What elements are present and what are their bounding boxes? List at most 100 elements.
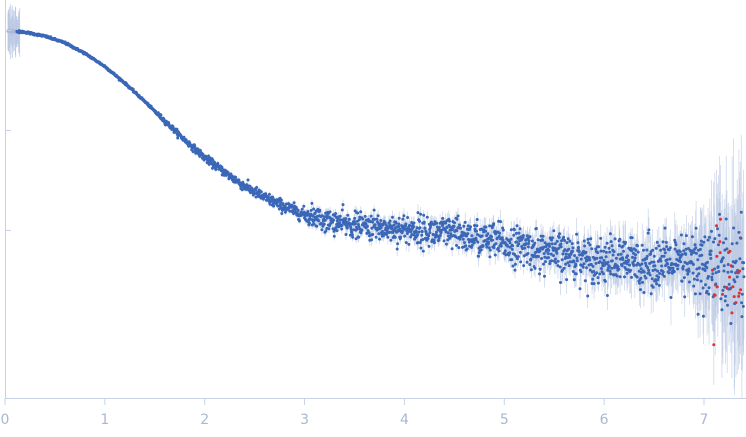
data-point (613, 237, 617, 241)
data-point (735, 275, 739, 279)
data-point (640, 262, 644, 266)
data-point (684, 247, 688, 251)
data-point (650, 260, 654, 264)
data-point (558, 232, 561, 236)
data-point (602, 249, 606, 253)
data-point (665, 258, 669, 262)
data-point (668, 257, 672, 261)
data-point (551, 236, 554, 240)
data-point (579, 257, 583, 261)
data-point (509, 228, 513, 232)
data-point (678, 250, 682, 254)
data-point (612, 250, 616, 254)
data-point (588, 268, 592, 272)
data-point (695, 278, 699, 282)
data-point (439, 231, 443, 235)
outlier-point (728, 249, 732, 253)
data-point (428, 231, 432, 234)
data-point (514, 231, 518, 235)
x-tick-label: 1 (100, 412, 109, 428)
data-point (739, 236, 743, 240)
data-point (397, 222, 401, 226)
data-point (690, 235, 694, 239)
data-point (729, 286, 733, 290)
data-point (552, 254, 555, 258)
data-point (162, 117, 166, 121)
data-point (361, 217, 365, 221)
data-point (470, 243, 474, 247)
data-point (626, 254, 629, 258)
data-point (726, 270, 730, 274)
data-point (207, 162, 211, 166)
data-point (356, 223, 360, 226)
data-point (423, 226, 427, 230)
data-point (592, 282, 596, 286)
data-point (259, 190, 263, 194)
data-point (702, 240, 706, 244)
data-point (663, 251, 667, 255)
data-point (515, 224, 519, 228)
data-point (427, 234, 431, 238)
data-point (594, 261, 598, 265)
data-point (634, 253, 637, 257)
data-point (575, 259, 579, 263)
outlier-point (732, 295, 736, 299)
data-point (446, 238, 450, 242)
data-point (704, 283, 707, 287)
data-point (681, 267, 685, 271)
data-point (694, 251, 698, 255)
data-point (737, 230, 741, 234)
data-point (365, 231, 369, 235)
data-point (637, 269, 641, 273)
data-point (317, 219, 321, 223)
x-tick-label: 0 (1, 412, 10, 428)
data-point (379, 226, 383, 229)
data-point (729, 322, 733, 325)
data-point (622, 249, 625, 253)
data-point (599, 249, 603, 253)
data-point (465, 247, 469, 251)
data-point (709, 249, 713, 253)
data-point (610, 266, 614, 270)
data-point (559, 242, 563, 246)
data-point (592, 270, 596, 273)
data-point (623, 275, 626, 279)
data-point (692, 251, 696, 254)
data-point (556, 259, 560, 263)
data-point (499, 244, 503, 248)
data-point (415, 226, 419, 230)
outlier-point (737, 291, 741, 295)
data-point (370, 238, 373, 242)
data-point (518, 250, 522, 254)
data-point (448, 236, 452, 240)
data-point (479, 248, 483, 252)
data-point (589, 237, 593, 241)
data-point (651, 269, 655, 272)
data-point (481, 244, 485, 248)
data-point (279, 198, 283, 202)
data-point (322, 222, 326, 226)
data-point (264, 192, 268, 196)
data-point (352, 219, 356, 223)
data-point (402, 214, 406, 218)
data-point (473, 224, 476, 227)
data-point (453, 221, 456, 225)
data-point (564, 262, 568, 266)
data-point (665, 245, 669, 249)
data-point (371, 220, 374, 224)
data-point (616, 265, 620, 269)
data-point (739, 210, 743, 214)
data-point (630, 236, 634, 240)
data-point (710, 229, 713, 233)
data-point (359, 210, 363, 214)
data-point (480, 234, 484, 238)
data-point (630, 249, 634, 253)
data-point (404, 241, 408, 245)
outlier-point (713, 293, 717, 297)
data-point (586, 294, 590, 298)
data-point (397, 216, 401, 220)
data-point (717, 270, 721, 273)
outlier-point (715, 285, 719, 289)
data-point (738, 257, 742, 261)
data-point (565, 278, 569, 282)
